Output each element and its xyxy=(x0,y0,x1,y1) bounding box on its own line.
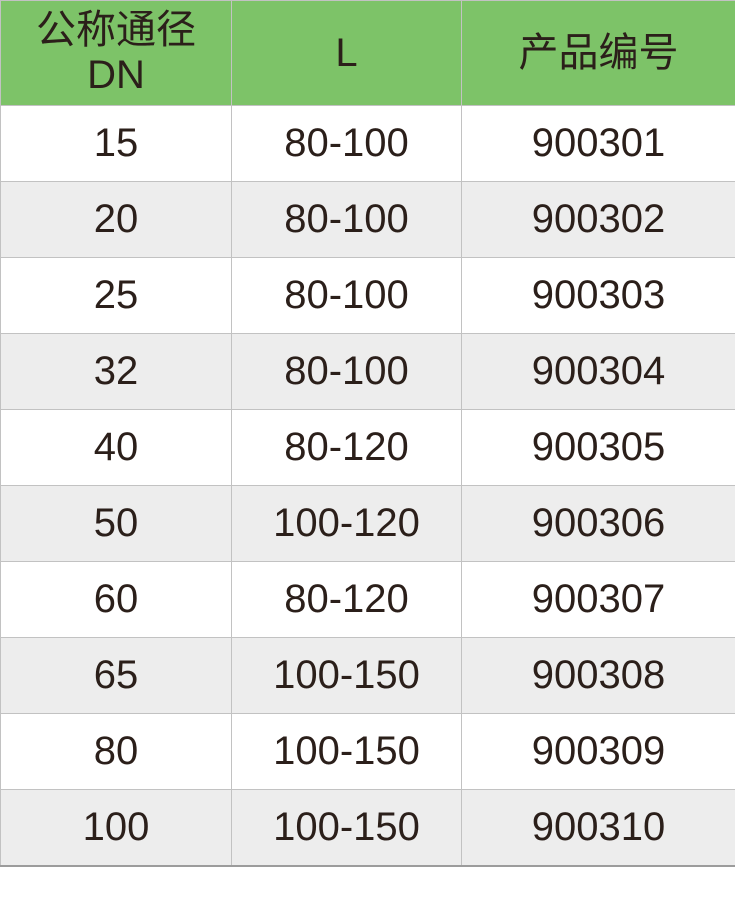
cell-dn: 50 xyxy=(0,485,232,562)
table-body: 15 80-100 900301 20 80-100 900302 25 80-… xyxy=(0,105,735,867)
table-row: 20 80-100 900302 xyxy=(0,181,735,258)
header-product-code-label: 产品编号 xyxy=(518,30,679,75)
cell-dn: 25 xyxy=(0,257,232,334)
table-row: 50 100-120 900306 xyxy=(0,485,735,562)
header-l-label: L xyxy=(335,30,358,75)
table-row: 100 100-150 900310 xyxy=(0,789,735,867)
cell-dn: 60 xyxy=(0,561,232,638)
cell-l: 80-100 xyxy=(231,105,462,182)
header-cell-product-code: 产品编号 xyxy=(461,0,735,106)
cell-dn: 80 xyxy=(0,713,232,790)
cell-l: 80-120 xyxy=(231,561,462,638)
cell-l: 80-100 xyxy=(231,333,462,410)
cell-product-code: 900308 xyxy=(461,637,735,714)
cell-dn: 32 xyxy=(0,333,232,410)
header-dn-label-line1: 公称通径 xyxy=(36,8,196,53)
table-row: 65 100-150 900308 xyxy=(0,637,735,714)
cell-product-code: 900304 xyxy=(461,333,735,410)
cell-l: 100-150 xyxy=(231,713,462,790)
cell-product-code: 900310 xyxy=(461,789,735,867)
product-spec-table: 公称通径 DN L 产品编号 15 80-100 900301 20 80-10… xyxy=(0,0,735,867)
cell-l: 100-150 xyxy=(231,637,462,714)
cell-product-code: 900302 xyxy=(461,181,735,258)
table-row: 15 80-100 900301 xyxy=(0,105,735,182)
header-dn-label-line2: DN xyxy=(87,53,145,97)
cell-dn: 20 xyxy=(0,181,232,258)
table-row: 32 80-100 900304 xyxy=(0,333,735,410)
cell-dn: 40 xyxy=(0,409,232,486)
cell-product-code: 900307 xyxy=(461,561,735,638)
table-row: 60 80-120 900307 xyxy=(0,561,735,638)
table-header: 公称通径 DN L 产品编号 xyxy=(0,0,735,106)
cell-product-code: 900301 xyxy=(461,105,735,182)
cell-product-code: 900309 xyxy=(461,713,735,790)
cell-product-code: 900303 xyxy=(461,257,735,334)
cell-l: 80-120 xyxy=(231,409,462,486)
cell-l: 80-100 xyxy=(231,181,462,258)
table-row: 80 100-150 900309 xyxy=(0,713,735,790)
table-row: 40 80-120 900305 xyxy=(0,409,735,486)
cell-dn: 100 xyxy=(0,789,232,867)
cell-dn: 65 xyxy=(0,637,232,714)
cell-product-code: 900306 xyxy=(461,485,735,562)
header-cell-l: L xyxy=(231,0,462,106)
header-cell-dn: 公称通径 DN xyxy=(0,0,232,106)
header-row: 公称通径 DN L 产品编号 xyxy=(0,0,735,106)
cell-dn: 15 xyxy=(0,105,232,182)
cell-l: 80-100 xyxy=(231,257,462,334)
cell-product-code: 900305 xyxy=(461,409,735,486)
table-row: 25 80-100 900303 xyxy=(0,257,735,334)
cell-l: 100-150 xyxy=(231,789,462,867)
cell-l: 100-120 xyxy=(231,485,462,562)
